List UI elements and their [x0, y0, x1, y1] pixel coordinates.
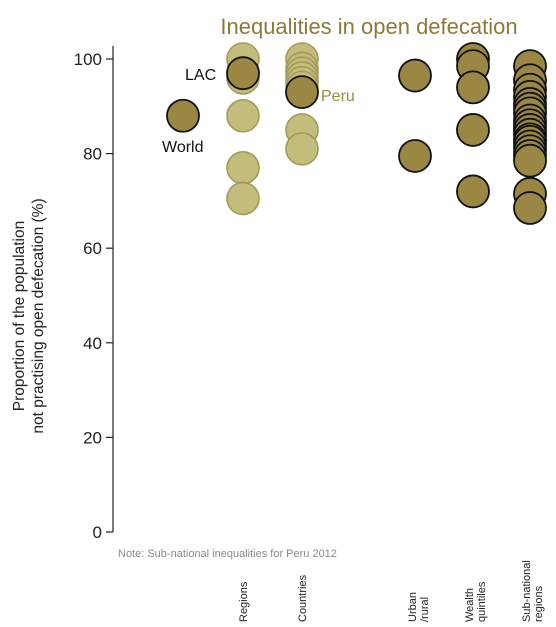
- chart-note: Note: Sub-national inequalities for Peru…: [118, 548, 337, 560]
- annotation-label: LAC: [185, 67, 216, 84]
- data-point-light: [226, 181, 260, 216]
- annotation-label: Peru: [321, 88, 355, 105]
- data-point-dark: [398, 139, 432, 173]
- y-tick-label: 60: [83, 239, 102, 258]
- category-label: /rural: [419, 597, 431, 622]
- category-label: Regions: [238, 581, 250, 622]
- data-point-dark: [456, 174, 490, 209]
- data-point-dark: [226, 56, 260, 91]
- y-axis-ticks: 0 20 40 60 80 100: [74, 50, 113, 542]
- y-tick-label: 100: [74, 50, 102, 69]
- y-tick-label: 40: [83, 334, 102, 353]
- data-point-dark: [285, 75, 319, 110]
- y-axis-label-line: Proportion of the population: [11, 221, 28, 411]
- data-point-light: [285, 132, 319, 166]
- y-axis-label: Proportion of the population not practisi…: [11, 198, 47, 433]
- data-point-light: [226, 98, 260, 133]
- category-label: Countries: [297, 574, 309, 622]
- chart-title: Inequalities in open defecation: [220, 14, 517, 39]
- data-points: [166, 42, 547, 225]
- data-point-light: [226, 150, 260, 185]
- annotations: LAC World Peru: [162, 67, 355, 156]
- annotation-label: World: [162, 139, 204, 156]
- category-label: Sub-national: [521, 560, 533, 622]
- data-point-dark: [513, 191, 547, 225]
- category-label: Wealth: [464, 588, 476, 622]
- data-point-dark: [456, 70, 490, 105]
- y-tick-label: 80: [83, 145, 102, 164]
- category-label: Urban: [407, 592, 419, 622]
- y-tick-label: 20: [83, 428, 102, 447]
- data-point-dark: [166, 98, 200, 133]
- category-label: quintiles: [476, 581, 488, 622]
- y-tick-label: 0: [93, 523, 102, 542]
- category-labels: Regions Countries Urban/rural Wealth quintil…: [238, 560, 545, 622]
- data-point-dark: [398, 58, 432, 93]
- data-point-dark: [513, 143, 547, 178]
- data-point-dark: [456, 113, 490, 147]
- category-label: regions: [533, 585, 545, 622]
- y-axis-label-line: not practising open defecation (%): [30, 198, 47, 433]
